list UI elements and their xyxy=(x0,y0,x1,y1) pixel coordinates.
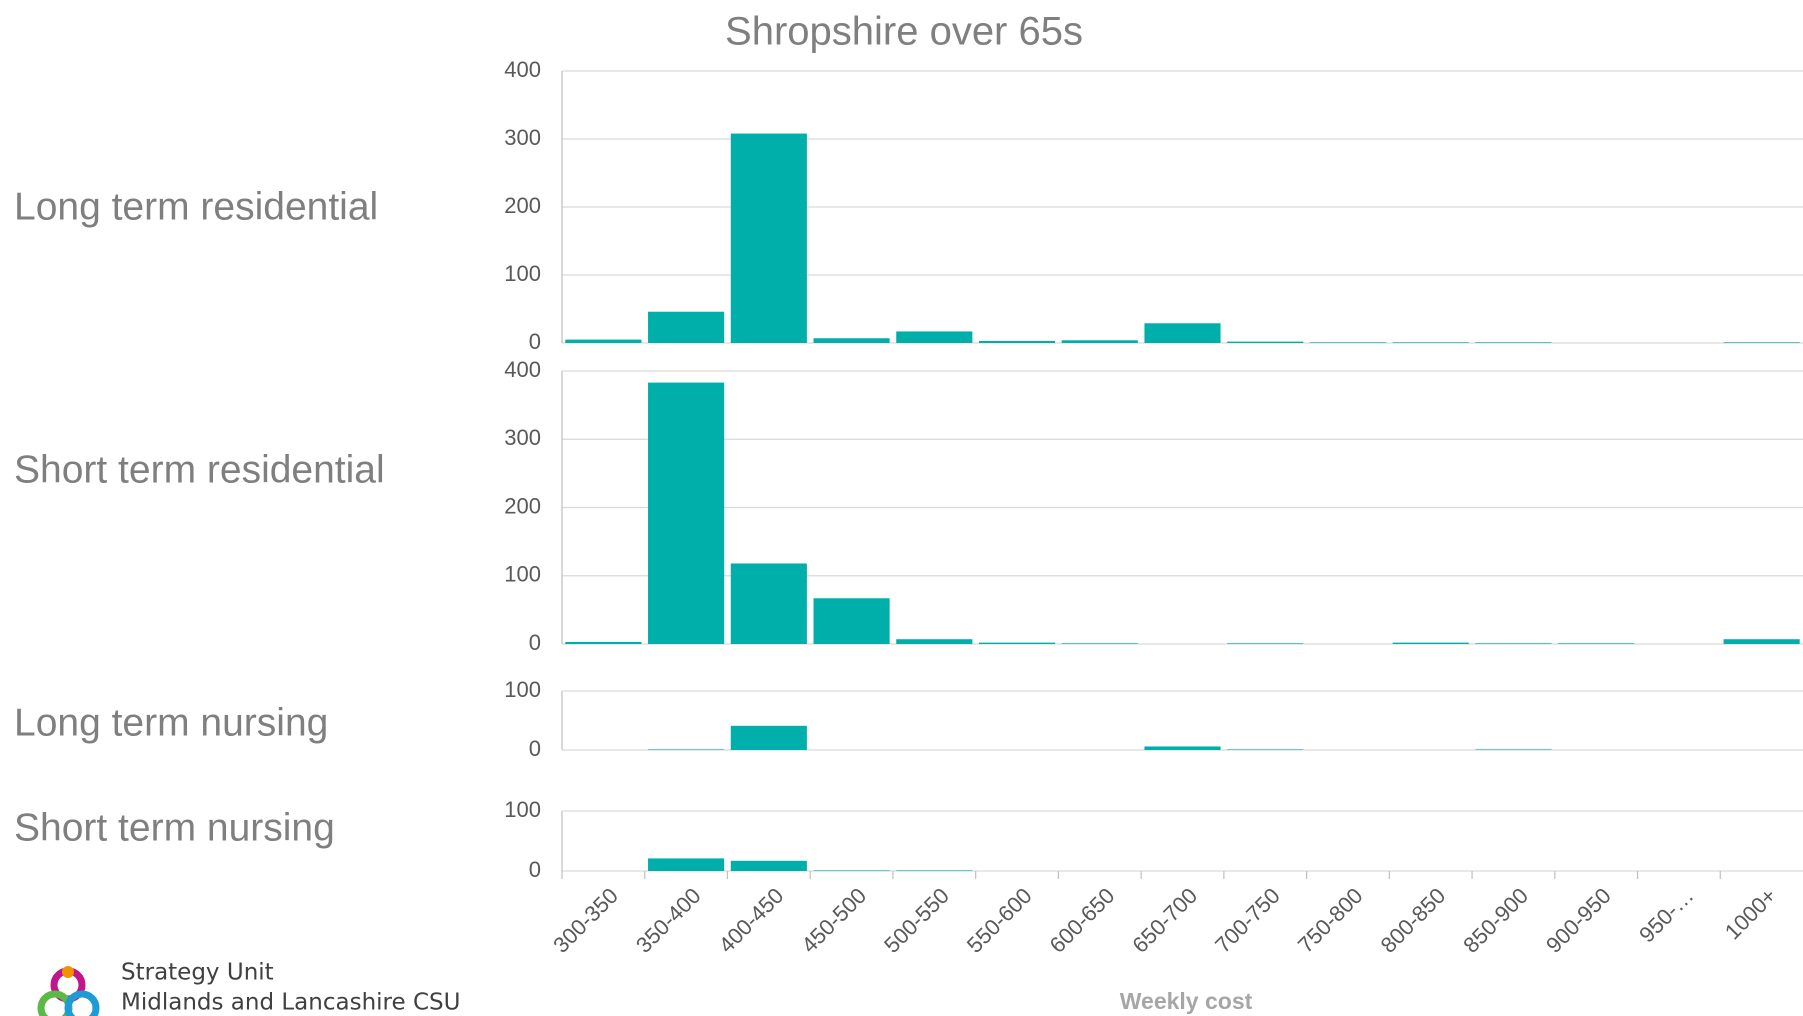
y-tick-label: 0 xyxy=(529,857,541,882)
bar xyxy=(978,340,1056,343)
footer-text: Midlands and Lancashire CSU xyxy=(121,990,460,1016)
y-tick-label: 200 xyxy=(504,193,541,218)
logo xyxy=(37,966,100,1016)
x-tick-label: 350-400 xyxy=(631,883,706,958)
bar xyxy=(813,870,890,871)
y-tick-label: 0 xyxy=(529,736,541,761)
row-label: Short term residential xyxy=(14,448,385,491)
x-tick-label: 400-450 xyxy=(714,883,789,958)
bar xyxy=(1723,342,1800,343)
bar xyxy=(1144,323,1221,343)
y-tick-label: 100 xyxy=(504,797,541,822)
bar xyxy=(648,382,725,644)
bar xyxy=(1475,749,1552,750)
footer-text: Strategy Unit xyxy=(121,960,274,986)
x-tick-label: 1000+ xyxy=(1720,883,1781,944)
y-tick-label: 0 xyxy=(529,329,541,354)
bar xyxy=(813,338,890,343)
bar xyxy=(813,598,890,644)
bar xyxy=(1061,340,1138,343)
bar xyxy=(1144,746,1221,750)
x-tick-label: 650-700 xyxy=(1127,883,1202,958)
bar xyxy=(1061,643,1138,644)
y-tick-label: 100 xyxy=(504,261,541,286)
x-tick-label: 600-650 xyxy=(1045,883,1120,958)
bar xyxy=(1392,342,1469,343)
x-tick-label: 800-850 xyxy=(1376,883,1451,958)
bar xyxy=(896,331,973,343)
row-label: Long term residential xyxy=(14,185,378,228)
bar xyxy=(1227,643,1304,644)
y-tick-label: 0 xyxy=(529,630,541,655)
bar xyxy=(1227,749,1304,750)
bar xyxy=(648,311,725,343)
x-tick-label: 850-900 xyxy=(1458,883,1533,958)
bar xyxy=(1558,643,1635,644)
y-tick-label: 400 xyxy=(504,357,541,382)
bar xyxy=(730,133,807,343)
x-tick-label: 450-500 xyxy=(796,883,871,958)
slide-title: Shropshire over 65s xyxy=(725,10,1083,54)
y-tick-label: 100 xyxy=(504,677,541,702)
x-tick-label: 750-800 xyxy=(1293,883,1368,958)
bar xyxy=(648,749,725,750)
y-tick-label: 400 xyxy=(504,57,541,82)
y-tick-label: 300 xyxy=(504,125,541,150)
bar xyxy=(730,563,807,644)
x-tick-label: 550-600 xyxy=(962,883,1037,958)
x-tick-label: 900-950 xyxy=(1541,883,1616,958)
bar xyxy=(896,639,973,644)
bar xyxy=(730,725,807,750)
x-tick-label: 950-… xyxy=(1634,883,1698,947)
bar xyxy=(730,860,807,871)
bar xyxy=(1392,642,1469,644)
x-tick-label: 500-550 xyxy=(879,883,954,958)
bar xyxy=(896,870,973,871)
row-label: Long term nursing xyxy=(14,701,328,744)
y-tick-label: 200 xyxy=(504,493,541,518)
y-tick-label: 300 xyxy=(504,425,541,450)
bar xyxy=(1475,643,1552,644)
bar xyxy=(565,339,642,343)
x-tick-label: 300-350 xyxy=(548,883,623,958)
bar xyxy=(1309,342,1387,343)
bar xyxy=(1723,639,1800,644)
bar xyxy=(1475,342,1552,343)
x-tick-label: 700-750 xyxy=(1210,883,1285,958)
x-axis-label: Weekly cost xyxy=(1120,988,1253,1014)
y-tick-label: 100 xyxy=(504,562,541,587)
row-label: Short term nursing xyxy=(14,806,335,849)
bar xyxy=(978,642,1056,644)
bar xyxy=(1227,341,1304,343)
bar xyxy=(648,858,725,871)
bar xyxy=(565,641,642,644)
